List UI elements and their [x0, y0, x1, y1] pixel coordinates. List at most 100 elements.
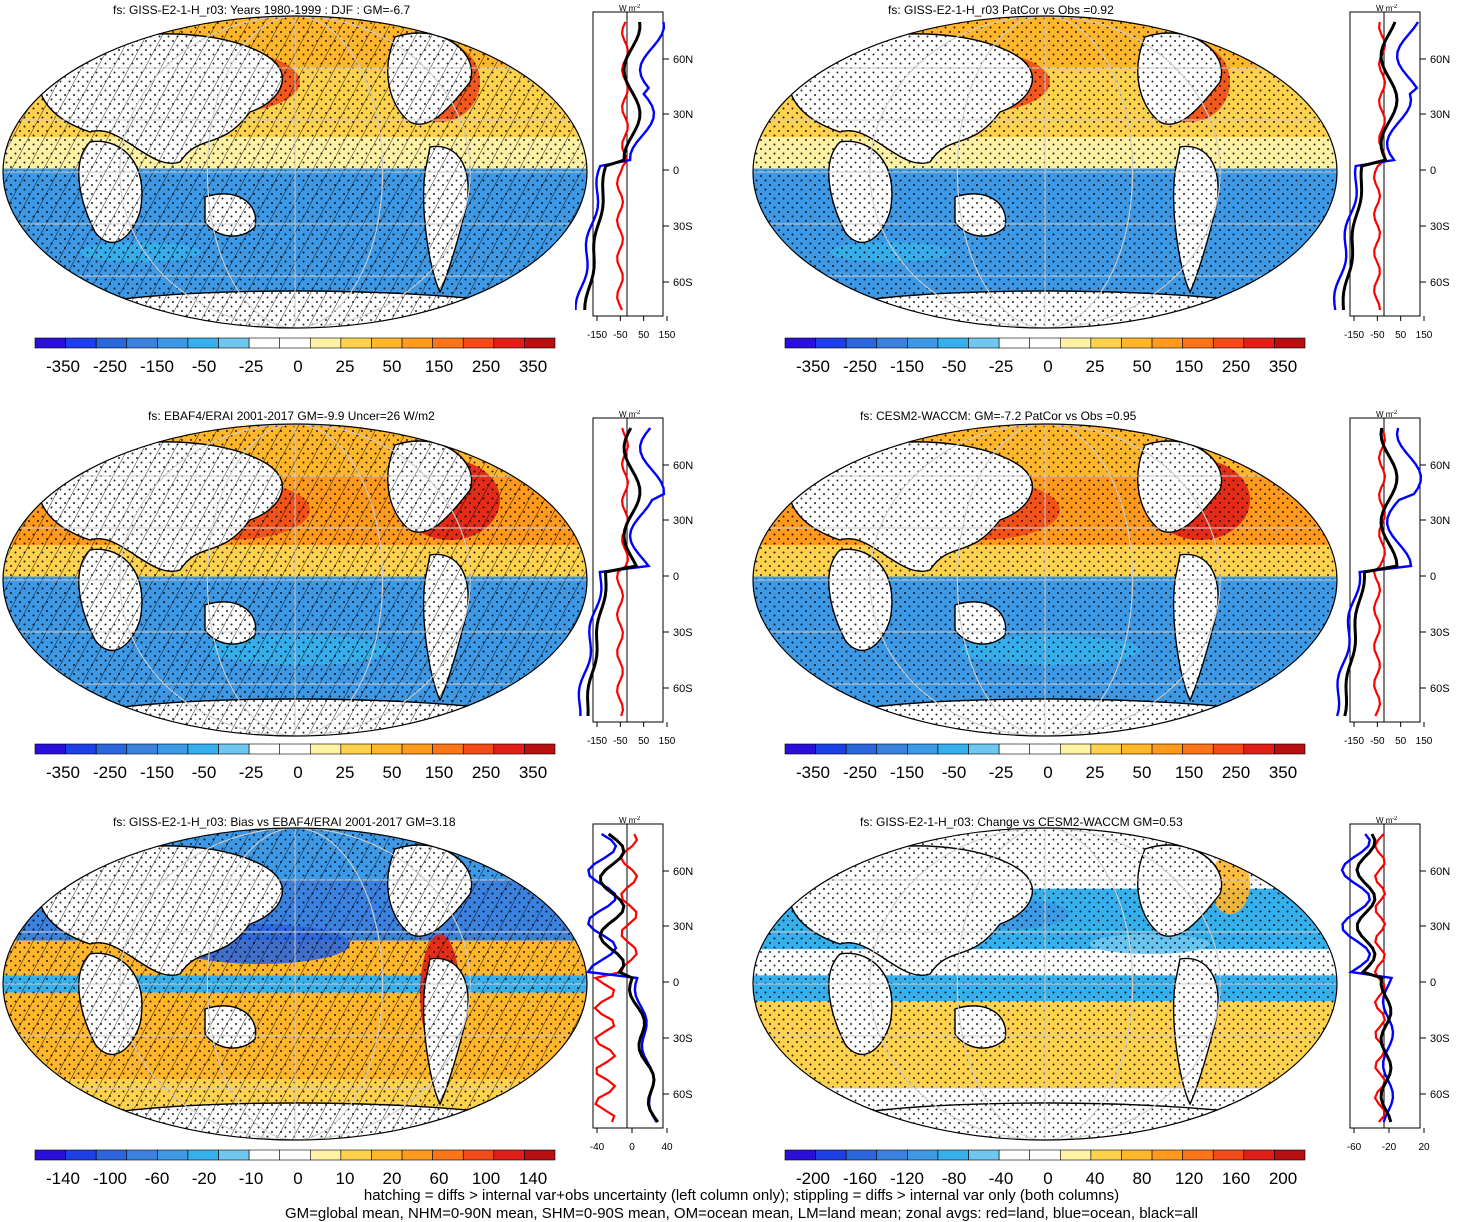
colorbar-swatch — [433, 338, 464, 348]
colorbar-label: 150 — [425, 763, 453, 782]
colorbar-swatch — [188, 338, 219, 348]
colorbar-label: -10 — [239, 1169, 264, 1188]
lat-label: 60N — [1430, 460, 1450, 472]
colorbar-swatch — [219, 1150, 250, 1160]
colorbar-swatch — [66, 744, 97, 754]
colorbar-swatch — [66, 1150, 97, 1160]
colorbar-swatch — [463, 1150, 494, 1160]
lat-label: 0 — [673, 977, 679, 989]
lat-label: 60S — [673, 683, 693, 695]
colorbar-swatch — [1213, 744, 1244, 754]
colorbar-swatch — [938, 1150, 969, 1160]
panel-giss-bias: fs: GISS-E2-1-H_r03: Bias vs EBAF4/ERAI … — [0, 812, 740, 1182]
colorbar-swatch — [846, 338, 877, 348]
panel-cesm2-waccm: fs: CESM2-WACCM: GM=-7.2 PatCor vs Obs =… — [742, 406, 1482, 806]
lat-label: 0 — [1430, 977, 1436, 989]
colorbar-swatch — [999, 1150, 1030, 1160]
colorbar-swatch — [280, 744, 311, 754]
colorbar-swatch — [96, 744, 127, 754]
zonal-units: W m — [619, 410, 636, 419]
colorbar-label: -350 — [796, 357, 830, 376]
colorbar-swatch — [310, 744, 341, 754]
colorbar-swatch — [402, 744, 433, 754]
x-tick-label: -150 — [587, 330, 607, 341]
colorbar-label: 0 — [1043, 763, 1052, 782]
x-tick-label: -150 — [1344, 736, 1364, 747]
colorbar-swatch — [1121, 1150, 1152, 1160]
x-tick-label: -50 — [613, 736, 628, 747]
zonal-land-line — [617, 22, 628, 310]
colorbar-label: -250 — [93, 763, 127, 782]
colorbar-label: -25 — [989, 763, 1014, 782]
colorbar-label: -150 — [140, 763, 174, 782]
colorbar-swatch — [1274, 338, 1305, 348]
lat-label: 60S — [673, 1089, 693, 1101]
map — [0, 824, 600, 1154]
colorbar-swatch — [1152, 744, 1183, 754]
colorbar-swatch — [35, 1150, 66, 1160]
colorbar-swatch — [785, 338, 816, 348]
zonal-units-sup: -2 — [1392, 816, 1398, 822]
colorbar-label: 150 — [1175, 357, 1203, 376]
colorbar-label: -60 — [145, 1169, 170, 1188]
lat-label: 60N — [1430, 866, 1450, 878]
lat-label: 30N — [1430, 109, 1450, 121]
colorbar-swatch — [280, 338, 311, 348]
x-tick-label: -150 — [587, 736, 607, 747]
colorbar-swatch — [524, 338, 555, 348]
colorbar-swatch — [219, 744, 250, 754]
lat-label: 0 — [673, 165, 679, 177]
colorbar-swatch — [1274, 744, 1305, 754]
colorbar-swatch — [999, 744, 1030, 754]
zonal-ocean-line — [1334, 22, 1418, 310]
zonal-units: W m — [1376, 816, 1393, 825]
colorbar-label: -120 — [890, 1169, 924, 1188]
colorbar-label: -150 — [890, 357, 924, 376]
lat-label: 60N — [1430, 54, 1450, 66]
zonal-units-sup: -2 — [1392, 4, 1398, 10]
colorbar-swatch — [846, 1150, 877, 1160]
colorbar-swatch — [969, 744, 1000, 754]
colorbar-swatch — [907, 744, 938, 754]
lat-label: 0 — [673, 571, 679, 583]
colorbar-label: 10 — [336, 1169, 355, 1188]
colorbar-label: 350 — [1269, 763, 1297, 782]
colorbar-swatch — [127, 338, 158, 348]
lat-label: 30S — [1430, 627, 1450, 639]
colorbar-swatch — [127, 1150, 158, 1160]
colorbar-label: -50 — [192, 357, 217, 376]
colorbar-swatch — [1183, 338, 1214, 348]
colorbar-swatch — [1030, 338, 1061, 348]
zonal-units: W m — [1376, 410, 1393, 419]
colorbar-swatch — [846, 744, 877, 754]
colorbar-swatch — [1244, 1150, 1275, 1160]
zonal-units-sup: -2 — [1392, 410, 1398, 416]
colorbar-swatch — [524, 1150, 555, 1160]
colorbar-label: -350 — [796, 763, 830, 782]
x-tick-label: 150 — [659, 330, 676, 341]
panel-ebaf-obs: fs: EBAF4/ERAI 2001-2017 GM=-9.9 Uncer=2… — [0, 406, 740, 806]
colorbar-label: -200 — [796, 1169, 830, 1188]
colorbar-swatch — [938, 744, 969, 754]
colorbar-label: 150 — [425, 357, 453, 376]
colorbar-label: -50 — [942, 357, 967, 376]
colorbar-label: -25 — [239, 763, 264, 782]
colorbar-label: 100 — [472, 1169, 500, 1188]
colorbar-label: 0 — [1043, 357, 1052, 376]
lat-label: 30S — [673, 627, 693, 639]
zonal-units-sup: -2 — [635, 816, 641, 822]
lat-label: 30S — [1430, 1033, 1450, 1045]
map — [0, 420, 600, 750]
zonal-units: W m — [619, 4, 636, 13]
lat-label: 60N — [673, 54, 693, 66]
colorbar-swatch — [1060, 1150, 1091, 1160]
colorbar-swatch — [969, 338, 1000, 348]
lat-label: 30S — [1430, 221, 1450, 233]
colorbar-swatch — [877, 1150, 908, 1160]
colorbar-swatch — [877, 338, 908, 348]
colorbar-label: 0 — [1043, 1169, 1052, 1188]
